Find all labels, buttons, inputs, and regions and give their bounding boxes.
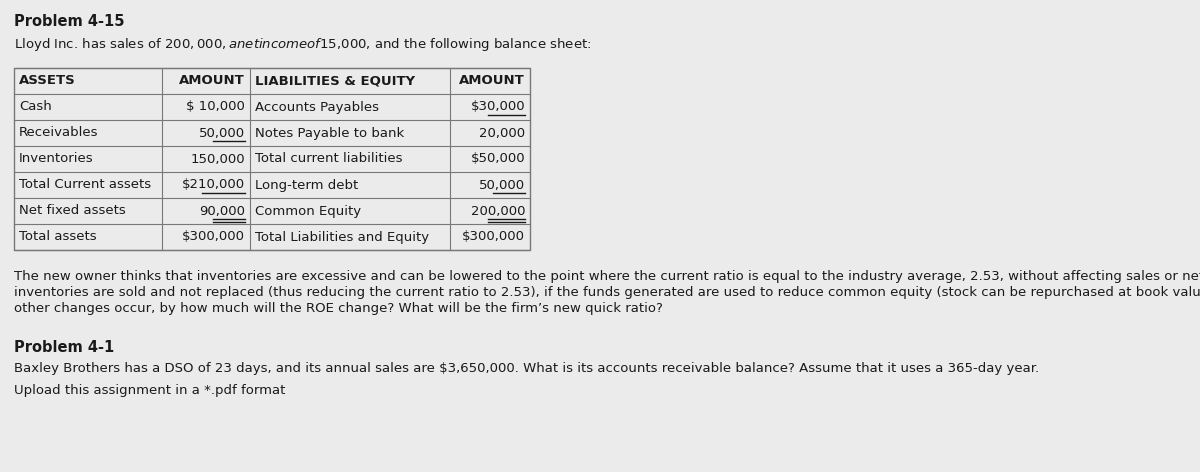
Text: $50,000: $50,000	[470, 152, 526, 166]
Text: $210,000: $210,000	[182, 178, 245, 192]
Text: inventories are sold and not replaced (thus reducing the current ratio to 2.53),: inventories are sold and not replaced (t…	[14, 286, 1200, 299]
Text: other changes occur, by how much will the ROE change? What will be the firm’s ne: other changes occur, by how much will th…	[14, 302, 662, 315]
Text: Receivables: Receivables	[19, 126, 98, 140]
Text: Problem 4-1: Problem 4-1	[14, 340, 114, 355]
Text: Inventories: Inventories	[19, 152, 94, 166]
Text: $300,000: $300,000	[462, 230, 526, 244]
Text: 20,000: 20,000	[479, 126, 526, 140]
Text: Baxley Brothers has a DSO of 23 days, and its annual sales are $3,650,000. What : Baxley Brothers has a DSO of 23 days, an…	[14, 362, 1039, 375]
Text: ASSETS: ASSETS	[19, 75, 76, 87]
Text: Total Liabilities and Equity: Total Liabilities and Equity	[256, 230, 430, 244]
Text: Common Equity: Common Equity	[256, 204, 361, 218]
Text: Long-term debt: Long-term debt	[256, 178, 359, 192]
Text: $30,000: $30,000	[470, 101, 526, 113]
Text: Upload this assignment in a *.pdf format: Upload this assignment in a *.pdf format	[14, 384, 286, 397]
Text: Net fixed assets: Net fixed assets	[19, 204, 126, 218]
Text: $300,000: $300,000	[182, 230, 245, 244]
Text: Problem 4-15: Problem 4-15	[14, 14, 125, 29]
Text: $ 10,000: $ 10,000	[186, 101, 245, 113]
Text: AMOUNT: AMOUNT	[460, 75, 526, 87]
Text: 90,000: 90,000	[199, 204, 245, 218]
Text: 50,000: 50,000	[199, 126, 245, 140]
Text: Cash: Cash	[19, 101, 52, 113]
Text: Notes Payable to bank: Notes Payable to bank	[256, 126, 404, 140]
Text: The new owner thinks that inventories are excessive and can be lowered to the po: The new owner thinks that inventories ar…	[14, 270, 1200, 283]
Text: Total current liabilities: Total current liabilities	[256, 152, 402, 166]
Text: Total assets: Total assets	[19, 230, 97, 244]
Bar	[14, 68, 530, 250]
Text: 150,000: 150,000	[191, 152, 245, 166]
Text: 50,000: 50,000	[479, 178, 526, 192]
Text: AMOUNT: AMOUNT	[179, 75, 245, 87]
Text: 200,000: 200,000	[470, 204, 526, 218]
Text: Total Current assets: Total Current assets	[19, 178, 151, 192]
Text: Accounts Payables: Accounts Payables	[256, 101, 379, 113]
Text: Lloyd Inc. has sales of $200,000, a net income of $15,000, and the following bal: Lloyd Inc. has sales of $200,000, a net …	[14, 36, 592, 53]
Text: LIABILITIES & EQUITY: LIABILITIES & EQUITY	[256, 75, 415, 87]
